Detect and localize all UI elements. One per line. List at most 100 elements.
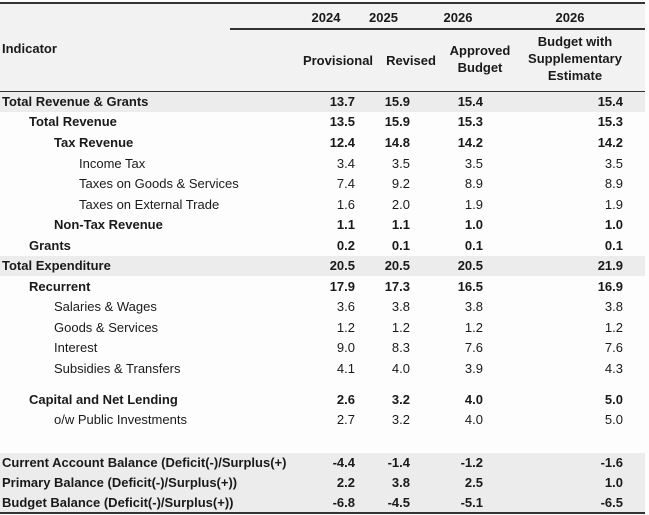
bottom-rule bbox=[0, 512, 645, 514]
cell-value: 1.2 bbox=[391, 320, 410, 335]
cell-value: 9.0 bbox=[336, 340, 355, 355]
cell-value: 4.1 bbox=[336, 361, 355, 376]
table-row: Primary Balance (Deficit(-)/Surplus(+)) 2… bbox=[0, 473, 645, 493]
cell-value: 16.9 bbox=[597, 279, 623, 294]
row-label: Capital and Net Lending bbox=[29, 392, 178, 407]
cell-value: -5.1 bbox=[460, 495, 483, 510]
table-row: Non-Tax Revenue 1.1 1.1 1.0 1.0 bbox=[0, 215, 645, 235]
table-row: Current Account Balance (Deficit(-)/Surp… bbox=[0, 453, 645, 473]
cell-value: 3.2 bbox=[391, 392, 410, 407]
cell-value: 3.8 bbox=[464, 299, 483, 314]
cell-value: 21.9 bbox=[597, 258, 623, 273]
cell-value: 1.9 bbox=[464, 197, 483, 212]
table-row: Subsidies & Transfers 4.1 4.0 3.9 4.3 bbox=[0, 359, 645, 379]
cell-value: 3.9 bbox=[464, 361, 483, 376]
table-row: Income Tax 3.4 3.5 3.5 3.5 bbox=[0, 154, 645, 174]
cell-value: 3.5 bbox=[391, 156, 410, 171]
cell-value: 15.9 bbox=[384, 114, 410, 129]
table-row: Total Expenditure 20.5 20.5 20.5 21.9 bbox=[0, 256, 645, 276]
cell-value: 2.6 bbox=[336, 392, 355, 407]
cell-value: 2.2 bbox=[336, 475, 355, 490]
row-label: Primary Balance (Deficit(-)/Surplus(+)) bbox=[2, 475, 238, 490]
cell-value: 1.0 bbox=[604, 217, 623, 232]
cell-value: 12.4 bbox=[329, 135, 355, 150]
provisional-header: Provisional bbox=[302, 53, 374, 68]
cell-value: 7.6 bbox=[464, 340, 483, 355]
cell-value: 4.3 bbox=[604, 361, 623, 376]
table-row: Total Revenue & Grants 13.7 15.9 15.4 15.4 bbox=[0, 92, 645, 112]
row-label: Taxes on Goods & Services bbox=[79, 176, 239, 191]
row-label: Income Tax bbox=[79, 156, 146, 171]
table-row: Tax Revenue 12.4 14.8 14.2 14.2 bbox=[0, 133, 645, 153]
table-row: Goods & Services 1.2 1.2 1.2 1.2 bbox=[0, 318, 645, 338]
year-2024: 2024 bbox=[311, 10, 341, 25]
row-label: Goods & Services bbox=[54, 320, 159, 335]
row-label: o/w Public Investments bbox=[54, 412, 187, 427]
cell-value: 20.5 bbox=[329, 258, 355, 273]
cell-value: 2.7 bbox=[336, 412, 355, 427]
cell-value: 9.2 bbox=[391, 176, 410, 191]
top-rule bbox=[0, 2, 645, 4]
cell-value: 3.8 bbox=[391, 299, 410, 314]
cell-value: 14.2 bbox=[597, 135, 623, 150]
cell-value: 5.0 bbox=[604, 392, 623, 407]
table-row: Grants 0.2 0.1 0.1 0.1 bbox=[0, 236, 645, 256]
cell-value: 1.2 bbox=[464, 320, 483, 335]
cell-value: 8.9 bbox=[604, 176, 623, 191]
cell-value: -1.6 bbox=[600, 455, 623, 470]
cell-value: 8.9 bbox=[464, 176, 483, 191]
cell-value: 15.3 bbox=[597, 114, 623, 129]
cell-value: 4.0 bbox=[464, 392, 483, 407]
cell-value: 1.1 bbox=[336, 217, 355, 232]
row-label: Total Expenditure bbox=[2, 258, 111, 273]
cell-value: 1.1 bbox=[391, 217, 410, 232]
cell-value: 0.1 bbox=[391, 238, 410, 253]
table-row: o/w Public Investments 2.7 3.2 4.0 5.0 bbox=[0, 410, 645, 430]
cell-value: -4.4 bbox=[332, 455, 355, 470]
cell-value: -1.4 bbox=[387, 455, 410, 470]
cell-value: 1.0 bbox=[604, 475, 623, 490]
cell-value: 0.2 bbox=[336, 238, 355, 253]
cell-value: 1.0 bbox=[464, 217, 483, 232]
cell-value: 14.2 bbox=[457, 135, 483, 150]
supplementary-header: Budget with Supplementary Estimate bbox=[528, 34, 622, 83]
cell-value: 17.3 bbox=[384, 279, 410, 294]
revised-header: Revised bbox=[386, 53, 436, 68]
balance-block bbox=[0, 453, 645, 512]
cell-value: 0.1 bbox=[464, 238, 483, 253]
cell-value: 7.4 bbox=[336, 176, 355, 191]
cell-value: 3.2 bbox=[391, 412, 410, 427]
indicator-header: Indicator bbox=[2, 41, 57, 56]
table-row: Recurrent 17.9 17.3 16.5 16.9 bbox=[0, 277, 645, 297]
cell-value: 3.8 bbox=[604, 299, 623, 314]
cell-value: 7.6 bbox=[604, 340, 623, 355]
cell-value: -6.8 bbox=[332, 495, 355, 510]
cell-value: 20.5 bbox=[384, 258, 410, 273]
cell-value: 14.8 bbox=[384, 135, 410, 150]
year-rule bbox=[230, 28, 645, 30]
row-label: Budget Balance (Deficit(-)/Surplus(+)) bbox=[2, 495, 234, 510]
cell-value: 2.0 bbox=[391, 197, 410, 212]
cell-value: 1.6 bbox=[336, 197, 355, 212]
cell-value: 4.0 bbox=[391, 361, 410, 376]
table-row: Total Revenue 13.5 15.9 15.3 15.3 bbox=[0, 112, 645, 132]
cell-value: 3.6 bbox=[336, 299, 355, 314]
cell-value: 15.9 bbox=[384, 94, 410, 109]
cell-value: 15.4 bbox=[457, 94, 483, 109]
cell-value: 13.5 bbox=[329, 114, 355, 129]
row-label: Salaries & Wages bbox=[54, 299, 157, 314]
row-label: Taxes on External Trade bbox=[79, 197, 220, 212]
cell-value: 3.8 bbox=[391, 475, 410, 490]
cell-value: 17.9 bbox=[329, 279, 355, 294]
cell-value: 5.0 bbox=[604, 412, 623, 427]
cell-value: 16.5 bbox=[457, 279, 483, 294]
row-label: Interest bbox=[54, 340, 98, 355]
table-row: Budget Balance (Deficit(-)/Surplus(+)) -6… bbox=[0, 493, 645, 513]
year-2026-approved: 2026 bbox=[443, 10, 473, 25]
year-2026-supplementary: 2026 bbox=[555, 10, 585, 25]
row-label: Grants bbox=[29, 238, 71, 253]
cell-value: -1.2 bbox=[460, 455, 483, 470]
row-label: Recurrent bbox=[29, 279, 91, 294]
cell-value: 0.1 bbox=[604, 238, 623, 253]
